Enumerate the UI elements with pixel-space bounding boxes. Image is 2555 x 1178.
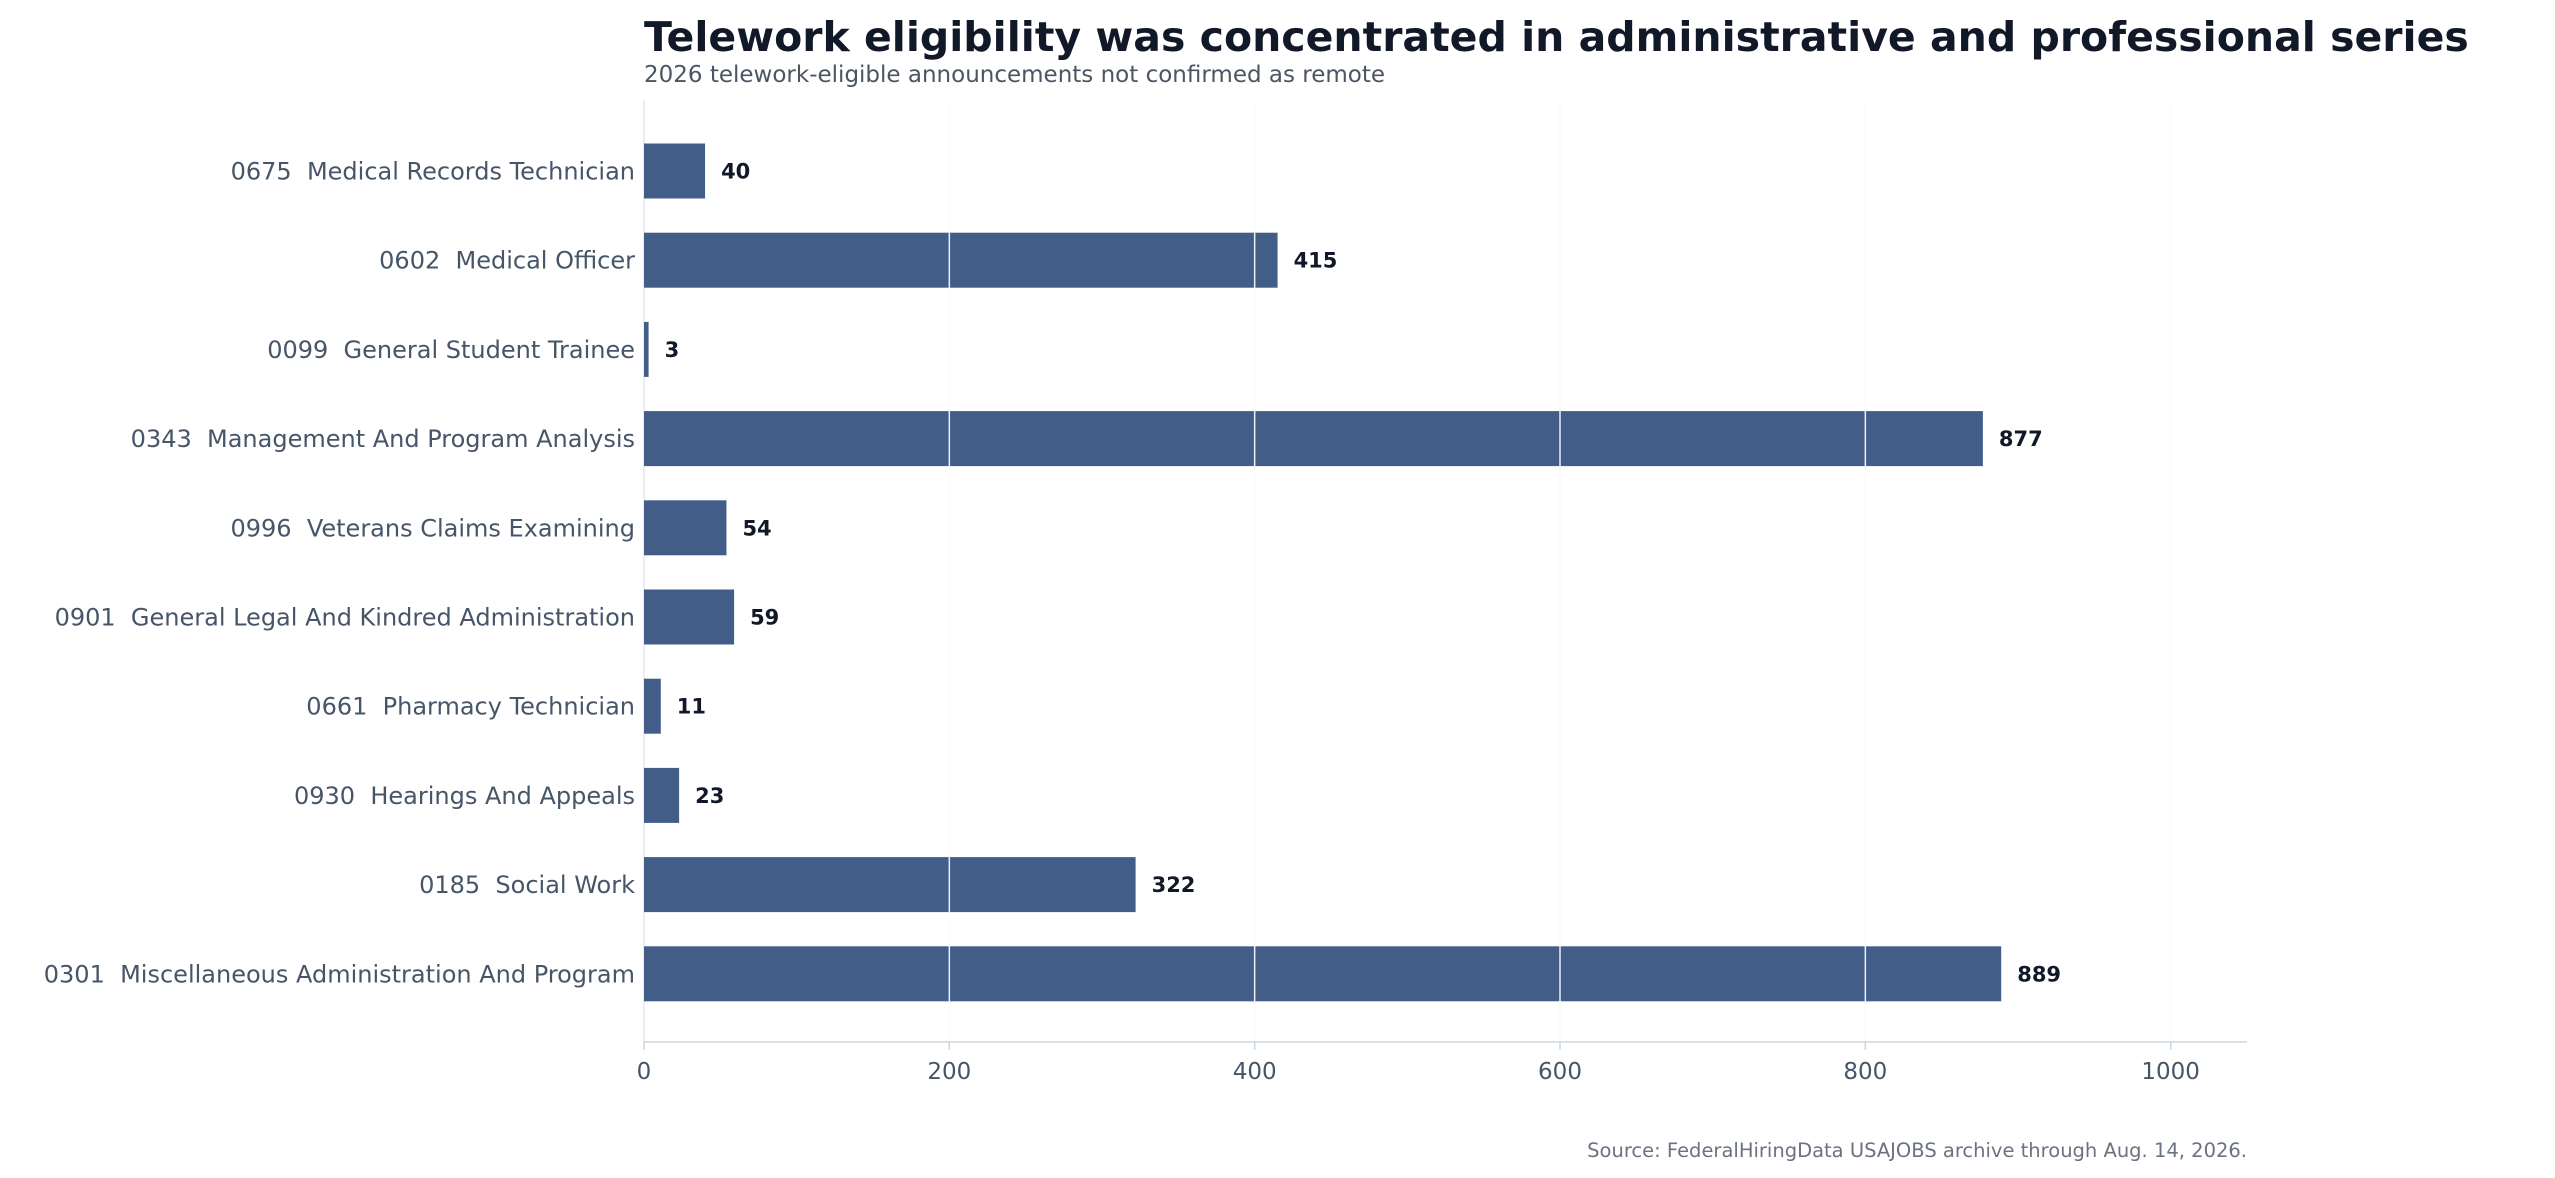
bar-4 xyxy=(644,500,727,556)
tick-label-400: 400 xyxy=(1233,1059,1277,1085)
category-label-3: 0343 Management And Program Analysis xyxy=(131,425,635,453)
value-labels: 40 415 3 877 54 59 11 23 322 889 xyxy=(665,160,2061,987)
category-label-4: 0996 Veterans Claims Examining xyxy=(230,514,635,542)
tick-label-600: 600 xyxy=(1538,1059,1582,1085)
value-label-5: 59 xyxy=(750,606,779,630)
value-label-8: 322 xyxy=(1152,873,1196,897)
tick-label-0: 0 xyxy=(637,1059,652,1085)
value-label-9: 889 xyxy=(2017,962,2061,986)
bar-overlay-gridlines xyxy=(948,100,2172,1042)
bar-6 xyxy=(644,678,661,734)
bar-8 xyxy=(644,857,1136,913)
category-label-7: 0930 Hearings And Appeals xyxy=(294,782,635,810)
bar-0 xyxy=(644,143,706,199)
x-axis-ticks: 0 200 400 600 800 1000 xyxy=(637,1042,2200,1085)
category-labels: 0675 Medical Records Technician 0602 Medi… xyxy=(44,158,635,989)
chart-subtitle: 2026 telework-eligible announcements not… xyxy=(644,62,1385,88)
value-label-7: 23 xyxy=(695,784,724,808)
chart-title: Telework eligibility was concentrated in… xyxy=(644,13,2469,61)
bar-1 xyxy=(644,232,1278,288)
value-label-4: 54 xyxy=(742,516,771,540)
value-label-0: 40 xyxy=(721,160,750,184)
category-label-0: 0675 Medical Records Technician xyxy=(231,158,635,186)
bar-7 xyxy=(644,767,680,823)
value-label-3: 877 xyxy=(1999,427,2043,451)
bar-5 xyxy=(644,589,735,645)
category-label-9: 0301 Miscellaneous Administration And Pr… xyxy=(44,960,635,988)
category-label-6: 0661 Pharmacy Technician xyxy=(306,693,635,721)
category-label-2: 0099 General Student Trainee xyxy=(267,336,635,364)
tick-label-1000: 1000 xyxy=(2141,1059,2200,1085)
bar-3 xyxy=(644,411,1983,467)
tick-label-800: 800 xyxy=(1843,1059,1887,1085)
category-label-1: 0602 Medical Officer xyxy=(379,247,635,275)
value-label-2: 3 xyxy=(665,338,680,362)
tick-label-200: 200 xyxy=(927,1059,971,1085)
source-note: Source: FederalHiringData USAJOBS archiv… xyxy=(1587,1139,2247,1162)
category-label-8: 0185 Social Work xyxy=(419,871,635,899)
bar-2 xyxy=(644,321,649,377)
bar-9 xyxy=(644,946,2002,1002)
value-label-6: 11 xyxy=(677,695,706,719)
value-label-1: 415 xyxy=(1294,249,1338,273)
category-label-5: 0901 General Legal And Kindred Administr… xyxy=(55,604,635,632)
bars xyxy=(644,143,2002,1002)
